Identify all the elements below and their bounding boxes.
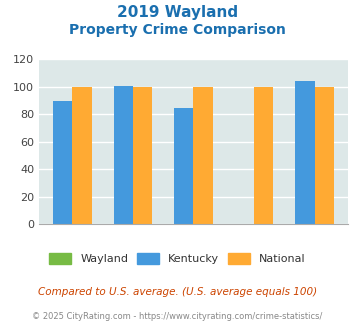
Bar [295, 82, 315, 224]
Text: © 2025 CityRating.com - https://www.cityrating.com/crime-statistics/: © 2025 CityRating.com - https://www.city… [32, 312, 323, 321]
Legend: Wayland, Kentucky, National: Wayland, Kentucky, National [45, 248, 310, 268]
Bar [174, 108, 193, 224]
Bar [72, 87, 92, 224]
Text: Property Crime Comparison: Property Crime Comparison [69, 23, 286, 37]
Bar [193, 87, 213, 224]
Text: Compared to U.S. average. (U.S. average equals 100): Compared to U.S. average. (U.S. average … [38, 287, 317, 297]
Bar [114, 85, 133, 224]
Bar [315, 87, 334, 224]
Bar [133, 87, 152, 224]
Bar [254, 87, 273, 224]
Bar [53, 101, 72, 224]
Text: 2019 Wayland: 2019 Wayland [117, 5, 238, 20]
